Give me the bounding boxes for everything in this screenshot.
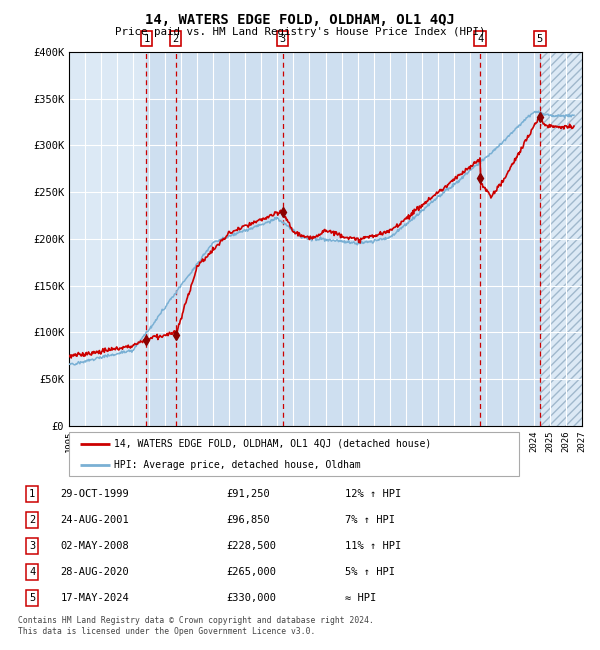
Text: HPI: Average price, detached house, Oldham: HPI: Average price, detached house, Oldh… <box>114 460 361 470</box>
Text: 14, WATERS EDGE FOLD, OLDHAM, OL1 4QJ: 14, WATERS EDGE FOLD, OLDHAM, OL1 4QJ <box>145 13 455 27</box>
Bar <box>146 52 176 426</box>
Text: 7% ↑ HPI: 7% ↑ HPI <box>345 515 395 525</box>
Text: 02-MAY-2008: 02-MAY-2008 <box>60 541 129 551</box>
Text: 1: 1 <box>29 489 35 499</box>
Text: £330,000: £330,000 <box>227 593 277 603</box>
Text: 5: 5 <box>29 593 35 603</box>
Text: 24-AUG-2001: 24-AUG-2001 <box>60 515 129 525</box>
Text: 11% ↑ HPI: 11% ↑ HPI <box>345 541 401 551</box>
Text: ≈ HPI: ≈ HPI <box>345 593 376 603</box>
Text: 14, WATERS EDGE FOLD, OLDHAM, OL1 4QJ (detached house): 14, WATERS EDGE FOLD, OLDHAM, OL1 4QJ (d… <box>114 439 431 448</box>
Text: 28-AUG-2020: 28-AUG-2020 <box>60 567 129 577</box>
Bar <box>283 52 480 426</box>
Bar <box>540 52 582 426</box>
Text: 2: 2 <box>172 34 179 44</box>
Text: 3: 3 <box>29 541 35 551</box>
Text: 4: 4 <box>29 567 35 577</box>
Text: 3: 3 <box>280 34 286 44</box>
FancyBboxPatch shape <box>69 432 519 476</box>
Text: £265,000: £265,000 <box>227 567 277 577</box>
Text: 29-OCT-1999: 29-OCT-1999 <box>60 489 129 499</box>
Text: Price paid vs. HM Land Registry's House Price Index (HPI): Price paid vs. HM Land Registry's House … <box>115 27 485 37</box>
Bar <box>176 52 283 426</box>
Text: 5% ↑ HPI: 5% ↑ HPI <box>345 567 395 577</box>
Bar <box>480 52 540 426</box>
Text: 12% ↑ HPI: 12% ↑ HPI <box>345 489 401 499</box>
Text: £91,250: £91,250 <box>227 489 271 499</box>
Text: 17-MAY-2024: 17-MAY-2024 <box>60 593 129 603</box>
Text: This data is licensed under the Open Government Licence v3.0.: This data is licensed under the Open Gov… <box>18 627 316 636</box>
Text: 1: 1 <box>143 34 149 44</box>
Text: £228,500: £228,500 <box>227 541 277 551</box>
Text: 2: 2 <box>29 515 35 525</box>
Text: Contains HM Land Registry data © Crown copyright and database right 2024.: Contains HM Land Registry data © Crown c… <box>18 616 374 625</box>
Text: 4: 4 <box>477 34 484 44</box>
Text: £96,850: £96,850 <box>227 515 271 525</box>
Text: 5: 5 <box>537 34 543 44</box>
